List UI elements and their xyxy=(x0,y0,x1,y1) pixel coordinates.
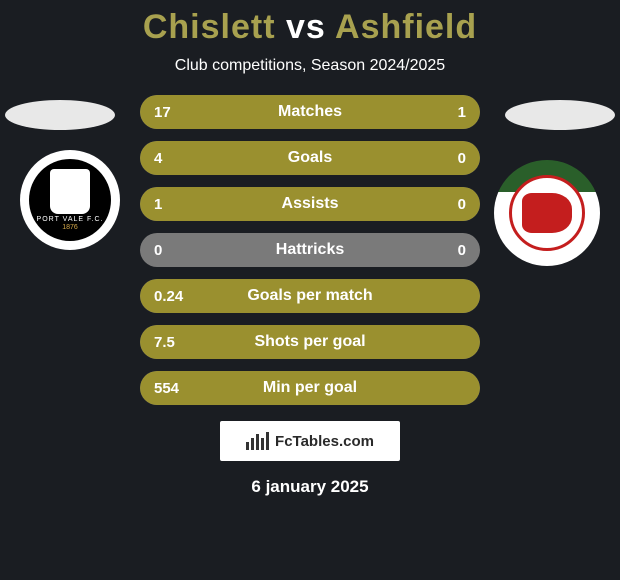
dragon-icon xyxy=(522,193,572,233)
club-badge-left-text: PORT VALE F.C. xyxy=(37,216,104,223)
logo-text: FcTables.com xyxy=(275,433,374,450)
stat-label: Matches xyxy=(278,103,342,121)
club-badge-right-inner xyxy=(509,175,585,251)
player1-name: Chislett xyxy=(143,8,276,46)
stat-label: Goals per match xyxy=(247,287,372,305)
stat-row: 554 Min per goal xyxy=(140,371,480,405)
club-badge-left-year: 1876 xyxy=(62,224,78,231)
player1-headshot-placeholder xyxy=(5,100,115,130)
vs-text: vs xyxy=(286,8,326,46)
stat-value-left: 554 xyxy=(154,380,179,397)
club-badge-left-inner: PORT VALE F.C. 1876 xyxy=(29,159,111,241)
stat-label: Hattricks xyxy=(276,241,344,259)
stat-value-right: 0 xyxy=(458,150,466,167)
stat-row: 1 Assists 0 xyxy=(140,187,480,221)
comparison-container: PORT VALE F.C. 1876 17 Matches 1 4 Goals 0 1 As… xyxy=(0,95,620,405)
stat-label: Assists xyxy=(282,195,339,213)
logo-bars-icon xyxy=(246,432,269,450)
fctables-logo: FcTables.com xyxy=(220,421,400,461)
stat-bar-left xyxy=(140,95,405,129)
shield-icon xyxy=(50,169,90,214)
subtitle: Club competitions, Season 2024/2025 xyxy=(0,57,620,75)
stat-row: 0.24 Goals per match xyxy=(140,279,480,313)
stat-value-left: 0.24 xyxy=(154,288,183,305)
stat-row: 4 Goals 0 xyxy=(140,141,480,175)
stat-bar-right xyxy=(405,95,480,129)
stat-label: Goals xyxy=(288,149,332,167)
stat-row: 7.5 Shots per goal xyxy=(140,325,480,359)
stat-value-right: 1 xyxy=(458,104,466,121)
stat-value-right: 0 xyxy=(458,196,466,213)
stat-value-left: 0 xyxy=(154,242,162,259)
stat-row: 0 Hattricks 0 xyxy=(140,233,480,267)
stat-value-left: 17 xyxy=(154,104,171,121)
page-title: Chislett vs Ashfield xyxy=(0,0,620,47)
player2-headshot-placeholder xyxy=(505,100,615,130)
club-badge-left: PORT VALE F.C. 1876 xyxy=(20,150,120,250)
stat-value-left: 7.5 xyxy=(154,334,175,351)
stat-value-left: 4 xyxy=(154,150,162,167)
stat-row: 17 Matches 1 xyxy=(140,95,480,129)
stat-label: Shots per goal xyxy=(254,333,365,351)
date-text: 6 january 2025 xyxy=(0,477,620,497)
stats-list: 17 Matches 1 4 Goals 0 1 Assists 0 0 Hattricks 0 0.2… xyxy=(140,95,480,405)
stat-label: Min per goal xyxy=(263,379,357,397)
stat-value-right: 0 xyxy=(458,242,466,259)
stat-value-left: 1 xyxy=(154,196,162,213)
club-badge-right xyxy=(494,160,600,266)
player2-name: Ashfield xyxy=(335,8,477,46)
